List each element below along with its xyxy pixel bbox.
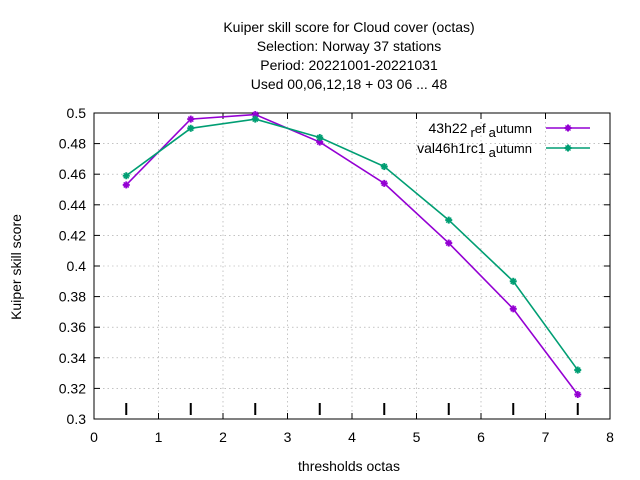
data-point xyxy=(445,216,453,224)
series-line xyxy=(125,118,579,371)
data-point-d2 xyxy=(187,116,194,123)
data-point xyxy=(187,124,195,132)
y-tick-label: 0.3 xyxy=(67,411,87,427)
x-axis-label: thresholds octas xyxy=(298,458,400,474)
legend-label-part: a xyxy=(489,125,497,140)
legend-label-part: r xyxy=(470,125,475,140)
data-point xyxy=(380,163,388,171)
legend-label-part: val46h1rc1 xyxy=(417,140,486,156)
x-tick-labels: 0 1 2 3 4 5 6 7 8 xyxy=(90,429,614,445)
data-point-d2 xyxy=(510,305,517,312)
data-point-d2 xyxy=(123,172,130,179)
data-point-d2 xyxy=(252,116,259,123)
series-line xyxy=(125,113,579,396)
y-axis-label: Kuiper skill score xyxy=(8,214,24,320)
chart-title: Kuiper skill score for Cloud cover (octa… xyxy=(223,19,474,92)
data-point-d2 xyxy=(564,144,572,152)
y-tick-labels: 0.3 0.32 0.34 0.36 0.38 0.4 0.42 0.44 0.46 0.48 0.… xyxy=(59,105,86,427)
legend-label: 43h22 ref autumn xyxy=(429,120,533,140)
data-point-d2 xyxy=(316,139,323,146)
y-tick-label: 0.42 xyxy=(59,227,86,243)
data-point xyxy=(251,111,259,119)
x-tick-label: 8 xyxy=(606,429,614,445)
data-point-d2 xyxy=(381,163,388,170)
grid-lines xyxy=(94,113,610,419)
data-point xyxy=(187,115,195,123)
x-tick-label: 7 xyxy=(542,429,550,445)
legend-label-part: a xyxy=(489,145,497,160)
x-tick-label: 2 xyxy=(219,429,227,445)
title-line: Used 00,06,12,18 + 03 06 ... 48 xyxy=(251,76,448,92)
title-line: Period: 20221001-20221031 xyxy=(260,57,438,73)
data-point-d2 xyxy=(445,240,452,247)
data-point-d2 xyxy=(381,180,388,187)
series-group xyxy=(122,111,582,399)
x-tick-label: 0 xyxy=(90,429,98,445)
x-tick-label: 5 xyxy=(413,429,421,445)
data-point-d2 xyxy=(316,134,323,141)
legend-label: val46h1rc1 autumn xyxy=(417,140,532,160)
x-tick-label: 4 xyxy=(348,429,356,445)
data-point xyxy=(316,133,324,141)
data-point-d2 xyxy=(510,278,517,285)
legend-label-part: 43h22 xyxy=(429,120,468,136)
data-point xyxy=(316,138,324,146)
y-tick-label: 0.4 xyxy=(67,258,87,274)
data-point-d2 xyxy=(187,125,194,132)
y-tick-label: 0.46 xyxy=(59,166,86,182)
title-line: Kuiper skill score for Cloud cover (octa… xyxy=(223,19,474,35)
legend-label-part: utumn xyxy=(496,141,532,156)
data-point-d2 xyxy=(564,124,572,132)
data-point-d2 xyxy=(123,181,130,188)
x-tick-label: 3 xyxy=(284,429,292,445)
data-point xyxy=(251,115,259,123)
y-tick-label: 0.38 xyxy=(59,289,86,305)
y-tick-label: 0.48 xyxy=(59,136,86,152)
y-tick-label: 0.5 xyxy=(67,105,87,121)
data-point-d2 xyxy=(445,217,452,224)
x-tick-label: 1 xyxy=(155,429,163,445)
data-point xyxy=(564,144,572,152)
data-point-d2 xyxy=(574,367,581,374)
data-point xyxy=(122,172,130,180)
title-line: Selection: Norway 37 stations xyxy=(257,38,441,54)
y-tick-label: 0.34 xyxy=(59,350,86,366)
data-point-d2 xyxy=(252,111,259,118)
data-point xyxy=(574,391,582,399)
data-point xyxy=(380,179,388,187)
data-point xyxy=(564,124,572,132)
data-point xyxy=(445,239,453,247)
data-point xyxy=(574,366,582,374)
threshold-marks xyxy=(125,403,579,415)
y-tick-label: 0.44 xyxy=(59,197,86,213)
plot-frame xyxy=(93,112,611,420)
y-tick-label: 0.32 xyxy=(59,380,86,396)
x-tick-label: 6 xyxy=(477,429,485,445)
legend-label-part: utumn xyxy=(496,121,532,136)
data-point xyxy=(122,181,130,189)
data-point-d2 xyxy=(574,391,581,398)
y-tick-label: 0.36 xyxy=(59,319,86,335)
legend-label-part: ef xyxy=(475,121,486,136)
data-point xyxy=(509,305,517,313)
data-point xyxy=(509,277,517,285)
